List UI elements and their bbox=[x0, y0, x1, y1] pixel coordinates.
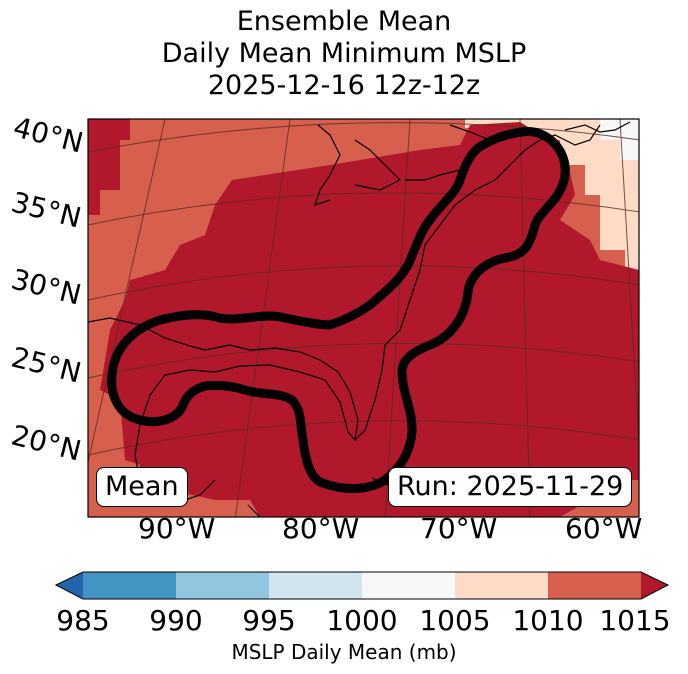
colorbar-under-arrow bbox=[56, 572, 83, 599]
mean-label-box: Mean bbox=[96, 467, 188, 507]
colorbar-segment-985-990 bbox=[83, 572, 176, 599]
colorbar-segment-1010-1015 bbox=[548, 572, 641, 599]
colorbar-tick-1010: 1010 bbox=[512, 604, 584, 637]
colorbar-tick-985: 985 bbox=[56, 604, 110, 637]
run-date-box: Run: 2025-11-29 bbox=[388, 467, 633, 507]
colorbar-tick-1005: 1005 bbox=[419, 604, 491, 637]
colorbar-outline bbox=[54, 571, 670, 600]
field-over-1015-nw bbox=[88, 119, 130, 215]
colorbar-segment-995-1000 bbox=[269, 572, 362, 599]
colorbar-tick-1000: 1000 bbox=[326, 604, 398, 637]
lon-label-80w: 80°W bbox=[282, 512, 360, 545]
title-line-3: 2025-12-16 12z-12z bbox=[207, 70, 481, 101]
colorbar-segment-990-995 bbox=[176, 572, 269, 599]
map-frame bbox=[87, 118, 640, 518]
colorbar-label: MSLP Daily Mean (mb) bbox=[231, 640, 457, 664]
map-area bbox=[88, 119, 639, 517]
colorbar-segment-1005-1010 bbox=[455, 572, 548, 599]
colorbar-segment-1000-1005 bbox=[362, 572, 455, 599]
colorbar-tick-990: 990 bbox=[149, 604, 203, 637]
title-line-1: Ensemble Mean bbox=[236, 6, 452, 37]
lon-label-70w: 70°W bbox=[420, 512, 498, 545]
colorbar bbox=[54, 571, 670, 600]
field-over-1015-main bbox=[100, 122, 639, 517]
field-1000-1005 bbox=[600, 119, 639, 160]
colorbar-tick-1015: 1015 bbox=[599, 604, 671, 637]
field-1005-1010 bbox=[465, 119, 639, 282]
colorbar-over-arrow bbox=[641, 572, 668, 599]
contour-outline bbox=[107, 127, 570, 494]
lon-label-60w: 60°W bbox=[565, 512, 643, 545]
colorbar-tick-995: 995 bbox=[242, 604, 296, 637]
lon-label-90w: 90°W bbox=[138, 512, 216, 545]
title-line-2: Daily Mean Minimum MSLP bbox=[161, 38, 527, 69]
